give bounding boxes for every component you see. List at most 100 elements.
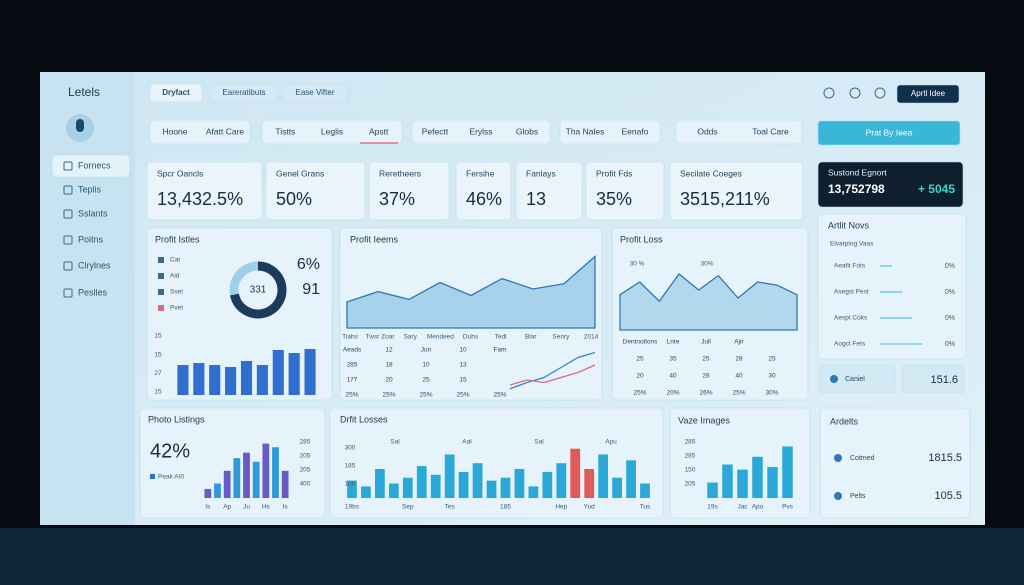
nav-tab-hit[interactable] bbox=[610, 120, 660, 144]
x-tick-label: Hep bbox=[555, 504, 567, 511]
nav-tab: Leglis bbox=[321, 126, 343, 136]
table-cell: 25% bbox=[419, 392, 432, 399]
axis-label: Apu bbox=[605, 439, 617, 446]
axis-label: 205 bbox=[300, 467, 311, 474]
nav-tab: Globs bbox=[516, 126, 538, 136]
mic-icon bbox=[76, 119, 84, 132]
nav-icon bbox=[63, 161, 73, 171]
line bbox=[509, 364, 596, 386]
canrel-card[interactable] bbox=[819, 364, 896, 394]
x-tick-label: 19s bbox=[707, 504, 718, 511]
nav-tab: Pefectt bbox=[422, 126, 449, 136]
table-cell: 28 bbox=[735, 356, 743, 363]
nav-icon bbox=[63, 235, 73, 245]
nav-tab-hit[interactable] bbox=[309, 120, 356, 144]
nav-tab-hit[interactable] bbox=[412, 120, 458, 144]
artist-icon bbox=[834, 454, 842, 462]
x-tick-label: Twsr Zoar bbox=[366, 334, 396, 341]
kpi-card bbox=[455, 161, 512, 221]
kpi-value: 3515,211% bbox=[680, 189, 770, 209]
x-tick-label: Apo bbox=[752, 504, 764, 511]
search-button[interactable] bbox=[817, 120, 961, 146]
x-tick-label: Hs bbox=[262, 504, 271, 511]
x-tick-label: Duhs bbox=[463, 334, 479, 341]
toolbar-icon[interactable] bbox=[823, 87, 835, 99]
table-cell: 25 bbox=[768, 356, 776, 363]
top-tab-label: Ease Vifter bbox=[296, 88, 335, 97]
top-tab-label: Eareratibuts bbox=[222, 88, 265, 97]
bar bbox=[486, 480, 497, 498]
list-value: 0% bbox=[945, 315, 955, 322]
axis-label: 205 bbox=[300, 453, 311, 460]
bar bbox=[584, 469, 595, 498]
table-cell: Lnte bbox=[667, 339, 680, 346]
list-value: 0% bbox=[945, 263, 955, 270]
nav-tab: Erylss bbox=[469, 126, 492, 136]
bar bbox=[626, 460, 636, 498]
top-tab[interactable] bbox=[281, 83, 349, 103]
kpi-card bbox=[368, 161, 450, 221]
nav-tab-hit[interactable] bbox=[355, 120, 402, 144]
x-tick-label: Is bbox=[205, 504, 211, 511]
nav-tab-hit[interactable] bbox=[458, 120, 504, 144]
x-tick-label: Ju bbox=[243, 504, 250, 511]
nav-tab-hit[interactable] bbox=[504, 120, 550, 144]
stat: 6% bbox=[297, 256, 320, 273]
nav-tab-hit[interactable] bbox=[560, 120, 610, 144]
legend-label: Ssel bbox=[170, 289, 183, 296]
legend-swatch bbox=[158, 273, 164, 279]
x-tick-label: Is bbox=[283, 504, 289, 511]
legend-label: Cat bbox=[170, 257, 180, 264]
axis-label: 15 bbox=[154, 351, 162, 358]
nav-tab-hit[interactable] bbox=[676, 120, 739, 144]
x-tick-label: Mendeed bbox=[427, 334, 454, 341]
summary-delta: + 5045 bbox=[918, 182, 955, 196]
kpi-card bbox=[669, 161, 804, 221]
bar bbox=[240, 361, 253, 395]
panel bbox=[146, 227, 333, 401]
bar bbox=[288, 353, 300, 395]
axis-label: 285 bbox=[685, 453, 696, 460]
panel bbox=[819, 407, 971, 519]
table-cell: 35 bbox=[669, 356, 677, 363]
x-tick-label: Tus bbox=[640, 504, 651, 511]
toolbar-icon[interactable] bbox=[849, 87, 861, 99]
x-tick-label: Sep bbox=[402, 504, 414, 511]
legend-swatch bbox=[158, 257, 164, 263]
toolbar-icon[interactable] bbox=[874, 87, 886, 99]
nav-tab-hit[interactable] bbox=[200, 120, 250, 144]
table-cell: 25% bbox=[345, 392, 358, 399]
bar bbox=[281, 470, 289, 498]
table-cell: 40 bbox=[735, 373, 743, 380]
list-title: Ardelts bbox=[830, 416, 859, 426]
desk bbox=[0, 528, 1024, 585]
table-cell: 30% bbox=[765, 390, 778, 397]
summary-card bbox=[817, 161, 964, 208]
list-label: Aogct Fets bbox=[834, 341, 866, 348]
top-tab[interactable] bbox=[149, 83, 203, 103]
legend-label: Pvet bbox=[170, 305, 183, 312]
nav-tab-hit[interactable] bbox=[262, 120, 309, 144]
panel-title: Photo Listings bbox=[148, 414, 205, 424]
kpi-card bbox=[146, 161, 263, 221]
nav-tab: Apstt bbox=[369, 126, 389, 136]
panel-title: Drfit Losses bbox=[340, 414, 388, 424]
donut-segment bbox=[230, 261, 287, 319]
kpi-label: Genel Grans bbox=[276, 168, 324, 178]
x-tick-label: 185 bbox=[500, 504, 511, 511]
top-tab[interactable] bbox=[209, 83, 279, 103]
annotation: 30% bbox=[700, 261, 713, 268]
bar bbox=[388, 483, 399, 498]
nav-tab-hit[interactable] bbox=[150, 120, 200, 144]
nav-tab: Toal Care bbox=[752, 126, 789, 136]
list-label: Asegst Pest bbox=[834, 289, 869, 296]
bar bbox=[375, 469, 385, 498]
nav-tab-hit[interactable] bbox=[739, 120, 802, 144]
table-cell: 40 bbox=[669, 373, 677, 380]
canrel-label: Caniel bbox=[845, 376, 865, 383]
nav-icon bbox=[63, 185, 73, 195]
bar bbox=[347, 480, 357, 498]
table-cell: 25 bbox=[702, 356, 710, 363]
primary-button[interactable] bbox=[896, 84, 960, 104]
nav-tab: Hoone bbox=[162, 126, 187, 136]
